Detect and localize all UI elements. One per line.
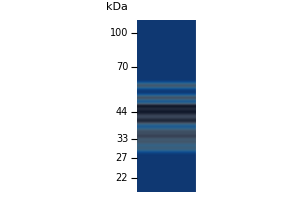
Text: 27: 27 (116, 153, 128, 163)
Text: 100: 100 (110, 28, 128, 38)
Text: 70: 70 (116, 62, 128, 72)
Text: 33: 33 (116, 134, 128, 144)
Text: kDa: kDa (106, 2, 128, 12)
Bar (136, 20, 195, 192)
Text: 44: 44 (116, 107, 128, 117)
Text: 22: 22 (116, 173, 128, 183)
